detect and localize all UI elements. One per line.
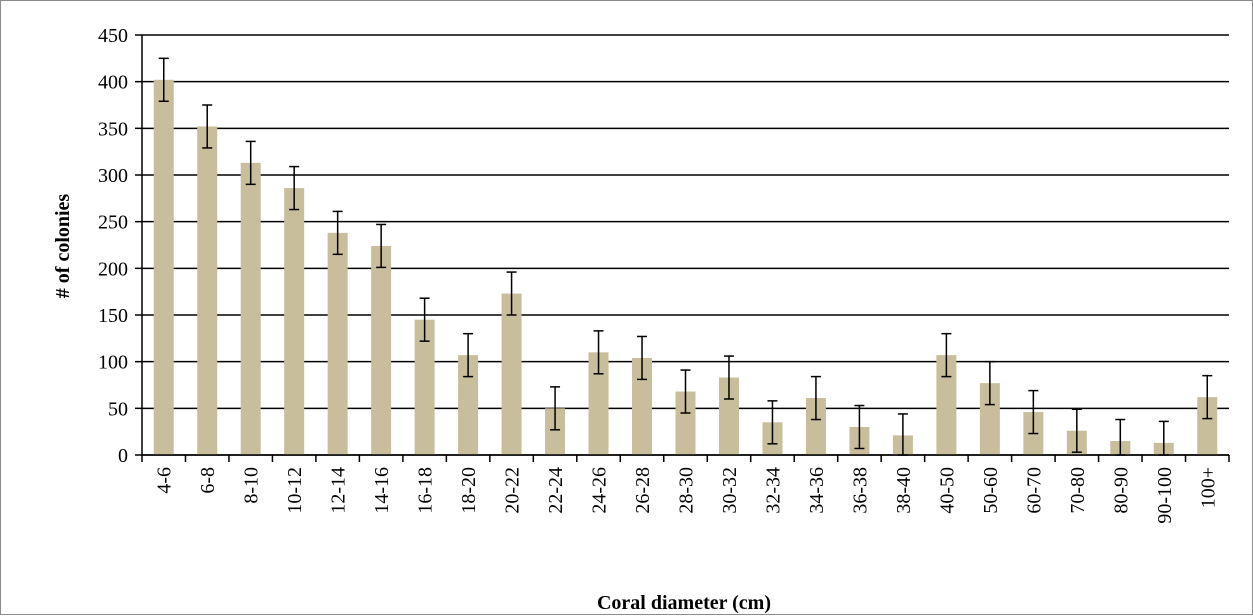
x-tick-label: 30-32: [719, 467, 741, 514]
x-tick-label: 4-6: [154, 467, 176, 494]
x-tick-label: 40-50: [936, 467, 958, 514]
y-tick-label: 150: [98, 305, 128, 327]
y-tick-label: 250: [98, 212, 128, 234]
y-tick-label: 350: [98, 118, 128, 140]
x-tick-label: 60-70: [1023, 467, 1045, 514]
x-tick-label: 24-26: [589, 467, 611, 514]
bar: [153, 79, 174, 456]
y-tick-label: 0: [118, 445, 128, 467]
y-tick-label: 100: [98, 352, 128, 374]
axes: [141, 35, 1230, 462]
x-tick-label: 38-40: [893, 467, 915, 514]
x-tick-label: 18-20: [458, 467, 480, 514]
x-axis-title: Coral diameter (cm): [597, 592, 771, 614]
bar: [414, 319, 435, 455]
x-tick-label: 16-18: [415, 467, 437, 514]
x-tick-label: 90-100: [1154, 467, 1176, 524]
y-tick-label: 300: [98, 165, 128, 187]
y-tick-label: 50: [108, 398, 128, 420]
bar: [327, 232, 348, 455]
bar: [458, 355, 479, 455]
gridlines: [135, 34, 1229, 456]
bar: [284, 188, 305, 456]
bar: [588, 352, 609, 455]
x-tick-label: 34-36: [806, 467, 828, 514]
x-tick-label: 12-14: [328, 467, 350, 514]
x-tick-label: 50-60: [980, 467, 1002, 514]
bar: [632, 357, 653, 455]
x-tick-labels: 4-6 6-8 8-10 10-12 12-14 14-16 16-18 18-20 20-22…: [154, 467, 1220, 524]
y-tick-label: 450: [98, 25, 128, 47]
x-tick-label: 6-8: [197, 467, 219, 494]
bar: [805, 398, 826, 455]
bar: [501, 293, 522, 455]
bar: [197, 126, 218, 455]
x-tick-label: 32-34: [762, 467, 784, 514]
error-bars: [158, 57, 1213, 456]
x-tick-label: 14-16: [371, 467, 393, 514]
x-tick-label: 26-28: [632, 467, 654, 514]
x-tick-label: 80-90: [1110, 467, 1132, 514]
bar: [675, 391, 696, 455]
x-tick-label: 70-80: [1067, 467, 1089, 514]
x-tick-label: 10-12: [284, 467, 306, 514]
x-tick-label: 28-30: [676, 467, 698, 514]
bar: [718, 377, 739, 455]
bar: [979, 383, 1000, 455]
x-tick-label: 20-22: [502, 467, 524, 514]
bar: [1197, 397, 1218, 455]
bar: [371, 245, 392, 455]
y-tick-labels: 0 50 100 150 200 250 300 350 400 450: [98, 25, 128, 467]
y-axis-title: # of colonies: [52, 194, 74, 299]
x-tick-label: 100+: [1197, 467, 1219, 508]
x-tick-label: 8-10: [241, 467, 263, 504]
bar: [545, 408, 566, 455]
y-tick-label: 200: [98, 258, 128, 280]
y-tick-label: 400: [98, 72, 128, 94]
x-tick-label: 36-38: [849, 467, 871, 514]
bar: [240, 162, 261, 455]
bars: [153, 79, 1218, 456]
x-tick-label: 22-24: [545, 467, 567, 514]
bar: [936, 355, 957, 455]
